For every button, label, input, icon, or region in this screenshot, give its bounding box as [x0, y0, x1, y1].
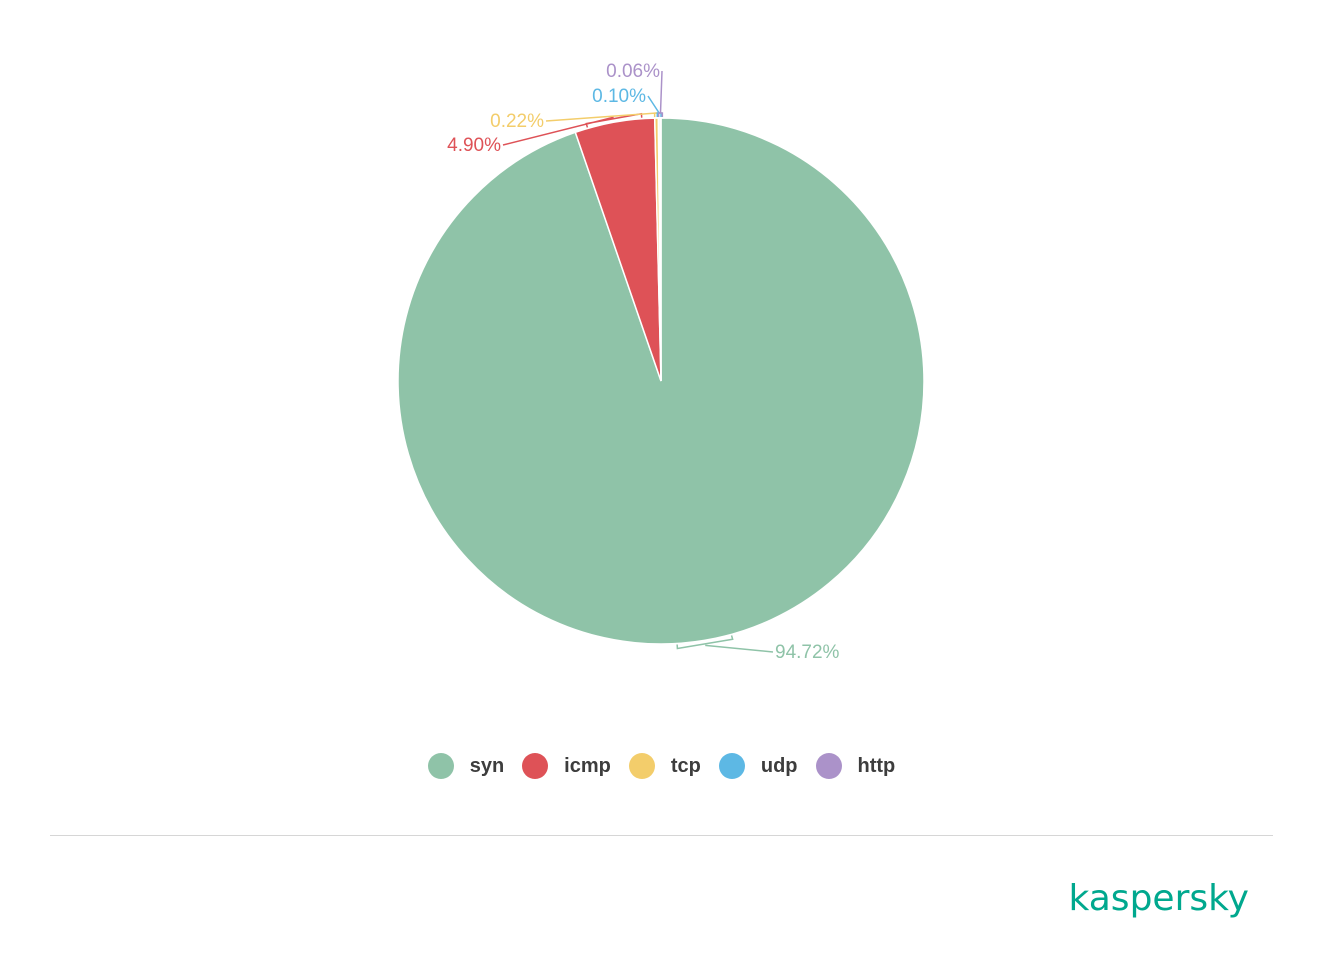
- data-label-syn: 94.72%: [775, 642, 840, 663]
- data-label-udp: 0.10%: [592, 86, 646, 107]
- legend: syn icmp tcp udp http: [0, 753, 1323, 779]
- slice-labels: 94.72% 4.90% 0.22% 0.10% 0.06%: [447, 61, 839, 663]
- legend-item-udp[interactable]: udp: [718, 753, 798, 779]
- pie-slices: [397, 117, 925, 645]
- legend-swatch-http: [815, 753, 842, 779]
- legend-swatch-tcp: [628, 753, 655, 779]
- legend-swatch-udp: [718, 753, 745, 779]
- label-leader-syn: [676, 635, 774, 653]
- legend-item-icmp[interactable]: icmp: [522, 753, 611, 779]
- footer-divider: [50, 835, 1273, 836]
- data-label-icmp: 4.90%: [447, 135, 501, 156]
- pie-slice-http[interactable]: [659, 117, 662, 382]
- legend-item-http[interactable]: http: [815, 753, 896, 779]
- legend-label-syn: syn: [469, 754, 505, 777]
- legend-swatch-syn: [427, 753, 454, 779]
- legend-label-tcp: tcp: [670, 754, 701, 777]
- legend-item-tcp[interactable]: tcp: [628, 753, 701, 779]
- label-leader-http: [657, 70, 664, 118]
- label-leaders: [502, 70, 774, 653]
- data-label-tcp: 0.22%: [490, 111, 544, 132]
- legend-label-icmp: icmp: [564, 754, 611, 777]
- legend-label-http: http: [857, 754, 896, 777]
- pie-chart: 94.72% 4.90% 0.22% 0.10% 0.06%: [397, 61, 925, 663]
- kaspersky-logo: kaspersky: [1068, 878, 1249, 919]
- label-leader-icmp: [502, 112, 643, 146]
- legend-swatch-icmp: [522, 753, 549, 779]
- legend-label-udp: udp: [760, 754, 798, 777]
- data-label-http: 0.06%: [606, 61, 660, 82]
- legend-item-syn[interactable]: syn: [427, 753, 505, 779]
